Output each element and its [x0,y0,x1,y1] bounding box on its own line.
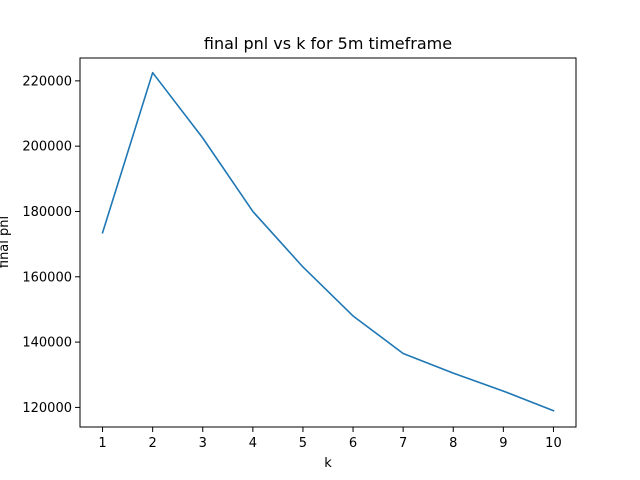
y-tick-label: 120000 [22,401,72,416]
y-axis-label: final pnl [0,216,12,268]
x-axis-label: k [324,456,332,471]
x-tick-label: 5 [299,436,307,451]
y-tick-label: 140000 [22,336,72,351]
y-axis-ticks: 120000 140000 160000 180000 200000 220000 [22,74,80,416]
x-tick-label: 9 [499,436,507,451]
y-tick-label: 160000 [22,270,72,285]
x-tick-label: 6 [349,436,357,451]
x-tick-label: 1 [98,436,106,451]
plot-area: 1 2 3 4 5 6 7 8 9 10 120000 140000 160000 180000 2000… [22,57,577,451]
chart-title: final pnl vs k for 5m timeframe [204,34,452,53]
x-tick-label: 3 [199,436,207,451]
x-tick-label: 4 [249,436,257,451]
y-tick-label: 180000 [22,205,72,220]
x-axis-ticks: 1 2 3 4 5 6 7 8 9 10 [98,427,562,451]
x-tick-label: 2 [149,436,157,451]
y-tick-label: 220000 [22,74,72,89]
series-line [101,71,555,412]
x-tick-label: 8 [449,436,457,451]
axes-frame [79,57,577,428]
x-tick-label: 7 [399,436,407,451]
x-tick-label: 10 [545,436,562,451]
y-tick-label: 200000 [22,140,72,155]
